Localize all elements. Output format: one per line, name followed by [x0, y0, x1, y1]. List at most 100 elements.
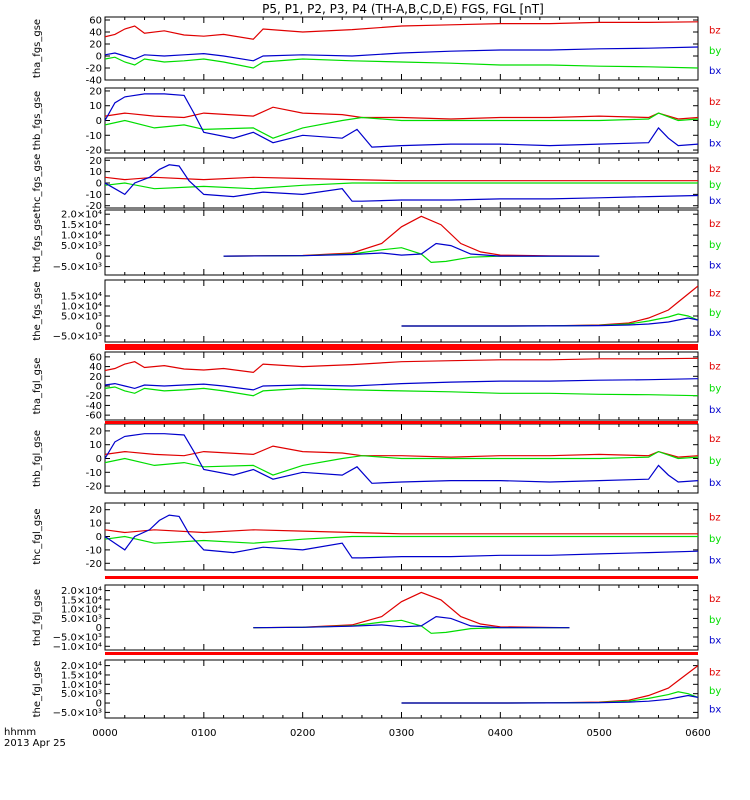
y-tick-label: -40: [86, 401, 102, 412]
y-axis-label: the_fgs_gse: [32, 281, 43, 340]
legend-by: by: [709, 456, 721, 467]
y-tick-label: 20: [89, 372, 102, 383]
panel-thd_fgl_gse: 2.0×10⁴1.5×10⁴1.0×10⁴5.0×10³0−5.0×10³−1.…: [32, 584, 721, 653]
series-line-bz: [253, 591, 570, 629]
panel-thb_fgl_gse: 20 10 0 -10 -20 thb_fgl_gse bz by bx: [32, 423, 721, 494]
legend-bz: bz: [709, 594, 721, 605]
y-tick-label: −5.0×10³: [53, 633, 102, 644]
y-tick-label: 0: [96, 382, 102, 393]
legend-bz: bz: [709, 362, 721, 373]
panel-frame: [104, 209, 699, 276]
y-tick-label: 0: [96, 179, 102, 190]
quality-bar: [105, 421, 698, 424]
legend-by: by: [709, 240, 721, 251]
quality-bar: [105, 347, 698, 350]
legend-bx: bx: [709, 328, 721, 339]
y-tick-label: 10: [89, 519, 102, 530]
y-axis-label: tha_fgs_gse: [32, 19, 43, 78]
y-tick-label: 1.5×10⁴: [61, 670, 102, 681]
series-line-by: [105, 386, 698, 397]
legend-bx: bx: [709, 66, 721, 77]
y-tick-label: −5.0×10³: [53, 262, 102, 273]
y-tick-label: 1.0×10⁴: [61, 231, 102, 242]
legend-bz: bz: [709, 288, 721, 299]
quality-bar: [105, 652, 698, 655]
y-tick-label: 10: [89, 440, 102, 451]
series-line-bz: [223, 215, 600, 257]
series-line-bx: [105, 514, 698, 559]
legend-by: by: [709, 686, 721, 697]
y-tick-label: -10: [86, 131, 102, 142]
series-line-by: [105, 56, 698, 69]
y-tick-label: 20: [89, 426, 102, 437]
series-line-bx: [105, 46, 698, 62]
y-tick-label: 1.0×10⁴: [61, 605, 102, 616]
series-line-bx: [105, 93, 698, 148]
y-tick-label: 5.0×10³: [61, 614, 102, 625]
legend-by: by: [709, 534, 721, 545]
legend-by: by: [709, 615, 721, 626]
series-line-bz: [105, 176, 698, 182]
y-tick-label: 1.5×10⁴: [61, 595, 102, 606]
quality-bar: [105, 576, 698, 579]
y-tick-label: 20: [89, 40, 102, 51]
y-tick-label: 20: [89, 156, 102, 167]
series-line-bx: [105, 164, 698, 202]
x-tick-label: 0000: [92, 728, 117, 739]
series-line-bz: [105, 529, 698, 535]
y-tick-label: -20: [86, 146, 102, 157]
legend-by: by: [709, 118, 721, 129]
y-axis-label: thb_fgl_gse: [32, 430, 43, 487]
legend-bx: bx: [709, 139, 721, 150]
y-tick-label: 5.0×10³: [61, 241, 102, 252]
y-tick-label: 60: [89, 352, 102, 363]
y-tick-label: -10: [86, 468, 102, 479]
y-tick-label: 10: [89, 101, 102, 112]
x-tick-label: 0200: [290, 728, 315, 739]
legend-by: by: [709, 46, 721, 57]
legend-bz: bz: [709, 512, 721, 523]
legend-bx: bx: [709, 555, 721, 566]
panel-thc_fgl_gse: 20 10 0 -10 -20 thc_fgl_gse bz by bx: [32, 502, 721, 571]
legend-bx: bx: [709, 261, 721, 272]
y-tick-label: -10: [86, 545, 102, 556]
y-tick-label: 0: [96, 532, 102, 543]
y-tick-label: 2.0×10⁴: [61, 586, 102, 597]
time-format-label: hhmm: [4, 727, 37, 738]
y-tick-label: 60: [89, 16, 102, 27]
series-line-by: [105, 535, 698, 544]
legend-by: by: [709, 383, 721, 394]
legend-bx: bx: [709, 405, 721, 416]
series-line-bx: [105, 433, 698, 484]
y-tick-label: 0: [96, 454, 102, 465]
legend-bz: bz: [709, 434, 721, 445]
x-tick-label: 0300: [389, 728, 414, 739]
series-line-bz: [105, 21, 698, 40]
legend-bx: bx: [709, 478, 721, 489]
series-line-bx: [223, 242, 600, 257]
y-tick-label: 0: [96, 52, 102, 63]
y-tick-label: -60: [86, 411, 102, 422]
legend-bz: bz: [709, 97, 721, 108]
y-tick-label: 5.0×10³: [61, 312, 102, 323]
y-tick-label: 1.0×10⁴: [61, 302, 102, 313]
time-axis-labels: hhmm 2013 Apr 25: [4, 727, 66, 749]
y-axis-label: tha_fgl_gse: [32, 358, 43, 415]
y-tick-label: 0: [96, 322, 102, 333]
x-tick-label: 0500: [586, 728, 611, 739]
y-tick-label: 5.0×10³: [61, 689, 102, 700]
series-line-bx: [401, 317, 698, 327]
y-axis-label: thc_fgl_gse: [32, 508, 43, 564]
legend-bz: bz: [709, 668, 721, 679]
y-axis-label: thc_fgs_gse: [32, 154, 43, 213]
series-line-bz: [105, 357, 698, 374]
chart-title: P5, P1, P2, P3, P4 (TH-A,B,C,D,E) FGS, F…: [262, 2, 544, 16]
y-tick-label: -20: [86, 482, 102, 493]
y-tick-label: −5.0×10³: [53, 332, 102, 343]
